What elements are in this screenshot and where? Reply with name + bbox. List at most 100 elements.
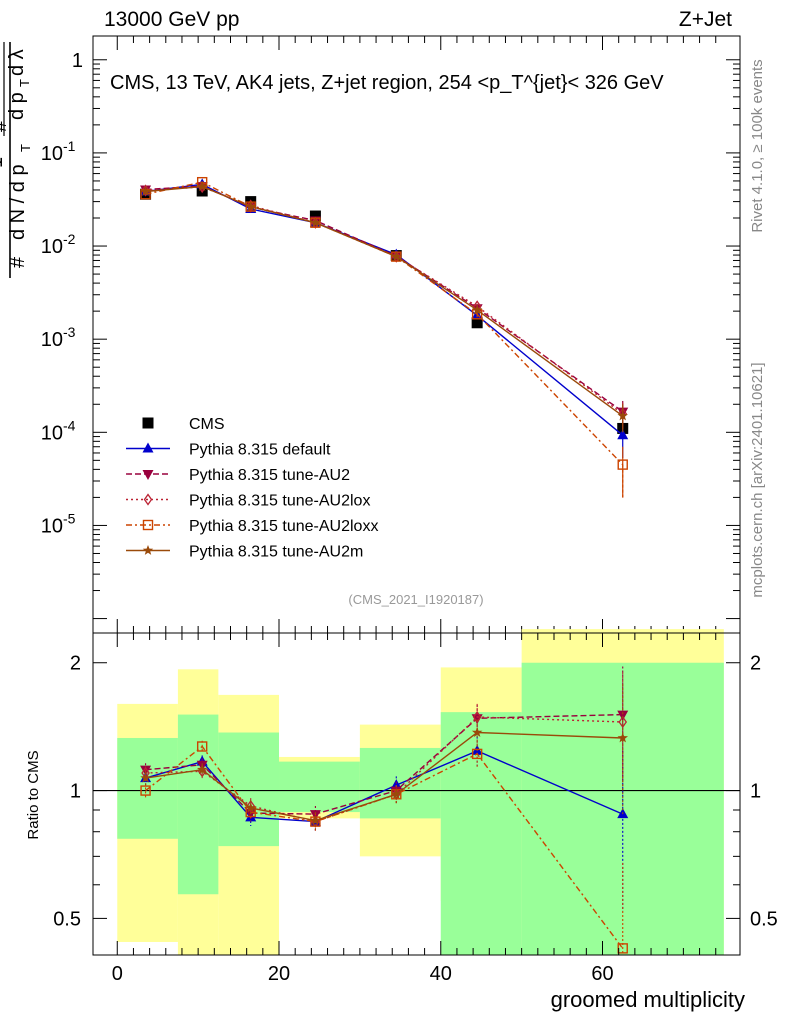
data-point (197, 181, 208, 191)
ratio-point (472, 710, 482, 724)
legend-label: Pythia 8.315 tune-AU2 (189, 467, 350, 484)
ratio-y-tick-label-left: 1 (70, 781, 81, 803)
legend-entry-cms: CMS (142, 416, 225, 433)
svg-text:#: # (7, 256, 29, 268)
legend-marker (143, 493, 153, 506)
main-y-tick-label: 10 (41, 143, 63, 165)
ratio-point (196, 741, 208, 752)
legend-marker (142, 417, 154, 429)
ratio-y-tick-label-left: 2 (70, 653, 81, 675)
legend-label: CMS (189, 416, 225, 433)
rivet-version-label: Rivet 4.1.0, ≥ 100k events (749, 59, 766, 232)
series-pythia-8-315-tune-au2lox (141, 180, 628, 430)
ratio-point (246, 799, 255, 813)
main-y-axis-label: # d N / d p T 1 # d p T d 2 N d λ # (0, 42, 33, 278)
svg-text:#: # (0, 120, 11, 132)
legend-marker (142, 519, 154, 531)
ratio-point (310, 815, 321, 825)
ratio-y-tick-label-right: 2 (750, 653, 761, 675)
data-point (391, 251, 402, 262)
svg-text:N: N (0, 86, 2, 100)
ratio-x-tick-label: 60 (591, 963, 613, 985)
svg-text:T: T (17, 79, 32, 87)
series-cms (140, 185, 629, 437)
main-y-tick-label: 10 (41, 515, 63, 537)
ratio-point (140, 785, 151, 796)
ratio-series-pythia-8-315-tune-au2m (140, 684, 628, 830)
main-y-tick-label: 1 (72, 50, 83, 72)
legend-label: Pythia 8.315 tune-AU2loxx (189, 518, 378, 535)
data-point (617, 410, 628, 421)
series-pythia-8-315-tune-au2 (140, 182, 629, 426)
ratio-point (140, 772, 151, 783)
series-pythia-8-315-tune-au2m (140, 181, 628, 433)
data-point (310, 217, 321, 228)
main-y-tick-exponent: -3 (63, 324, 76, 340)
main-y-tick-label: 10 (41, 236, 63, 258)
data-point (141, 184, 150, 197)
main-y-tick-exponent: -1 (63, 138, 76, 154)
main-y-tick-exponent: -5 (63, 510, 76, 526)
legend-entry-pythia-8-315-tune-au2lox: Pythia 8.315 tune-AU2lox (126, 493, 370, 510)
ratio-y-axis-label: Ratio to CMS (25, 750, 42, 839)
legend-marker (142, 442, 154, 453)
main-y-tick-exponent: -4 (63, 417, 76, 433)
header-process-label: Z+Jet (679, 8, 732, 31)
data-point (309, 210, 321, 222)
ratio-y-tick-label-left: 0.5 (53, 908, 81, 930)
legend-label: Pythia 8.315 tune-AU2lox (189, 493, 370, 510)
svg-text:1: 1 (0, 157, 7, 168)
ratio-point (618, 715, 628, 729)
svg-text:T: T (18, 144, 33, 152)
uncertainty-band-green (218, 732, 280, 847)
main-y-tick-label: 10 (41, 422, 63, 444)
analysis-id-label: (CMS_2021_I1920187) (348, 592, 483, 607)
ratio-point (471, 727, 483, 737)
legend-entry-pythia-8-315-tune-au2: Pythia 8.315 tune-AU2 (126, 467, 350, 484)
mcplots-reference-label: mcplots.cern.ch [arXiv:2401.10621] (749, 362, 766, 597)
ratio-y-tick-label-right: 1 (750, 781, 761, 803)
ratio-point (197, 764, 208, 775)
uncertainty-band-green (440, 712, 522, 955)
ratio-point (471, 748, 483, 760)
ratio-x-tick-label: 20 (268, 963, 290, 985)
series-line (145, 185, 624, 413)
svg-text:d p: d p (6, 92, 28, 120)
data-point (617, 459, 628, 470)
svg-text:#: # (0, 120, 5, 132)
data-point (471, 304, 483, 315)
ratio-point (617, 732, 628, 743)
legend-entry-pythia-8-315-tune-au2m: Pythia 8.315 tune-AU2m (126, 544, 363, 561)
svg-text:d: d (0, 109, 2, 120)
ratio-y-tick-label-right: 0.5 (750, 908, 778, 930)
main-y-tick-exponent: -2 (63, 231, 76, 247)
ratio-point (617, 710, 629, 721)
data-point (245, 201, 256, 212)
legend-entry-pythia-8-315-default: Pythia 8.315 default (126, 442, 331, 459)
ratio-point (391, 788, 402, 799)
series-line (145, 186, 624, 415)
data-point (140, 186, 151, 196)
ratio-x-tick-label: 40 (430, 963, 452, 985)
data-point (617, 429, 629, 440)
series-line (145, 185, 624, 417)
series-line (145, 183, 624, 436)
legend-label: Pythia 8.315 default (189, 442, 331, 459)
header-energy-label: 13000 GeV pp (104, 8, 239, 31)
main-y-tick-label: 10 (41, 329, 63, 351)
ratio-x-tick-label: 0 (112, 963, 123, 985)
svg-text:d λ: d λ (6, 49, 28, 76)
ratio-frame (92, 632, 741, 956)
legend-marker (142, 545, 154, 555)
plot-title: CMS, 13 TeV, AK4 jets, Z+jet region, 254… (110, 72, 664, 94)
legend-label: Pythia 8.315 tune-AU2m (189, 544, 363, 561)
legend-marker (142, 470, 154, 480)
x-axis-label: groomed multiplicity (551, 987, 745, 1012)
svg-text:d N / d p: d N / d p (7, 164, 29, 240)
data-point (471, 317, 483, 329)
legend-entry-pythia-8-315-tune-au2loxx: Pythia 8.315 tune-AU2loxx (126, 518, 378, 535)
uncertainty-band-green (279, 761, 360, 813)
